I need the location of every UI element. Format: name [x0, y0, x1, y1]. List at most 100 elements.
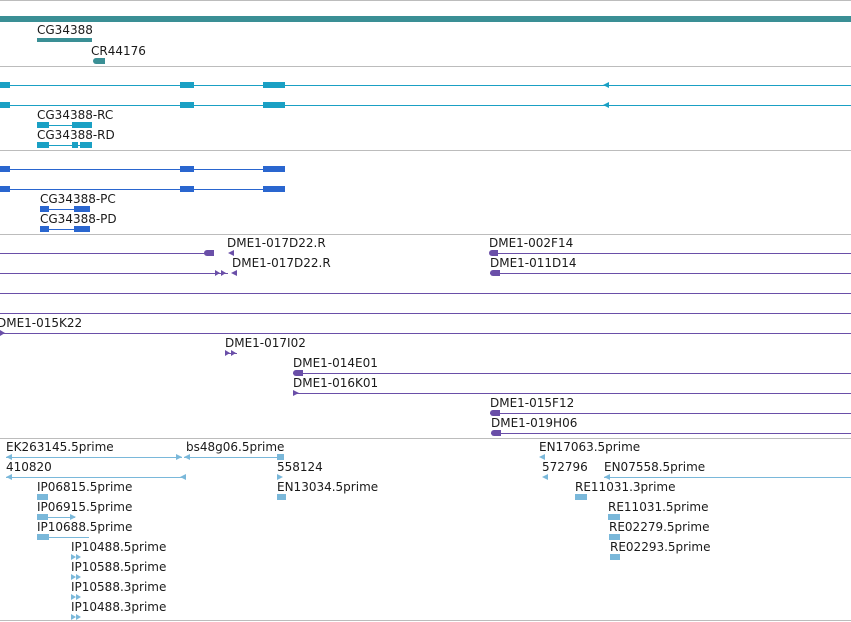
separator-clones: [0, 438, 851, 439]
clone-line: [490, 253, 851, 254]
transcript-RD-exon[interactable]: [72, 142, 78, 148]
exon: [0, 82, 10, 88]
arrow-right-icon: [176, 454, 182, 460]
transcript-RC-exon[interactable]: [72, 122, 92, 128]
protein-label-PD: CG34388-PD: [40, 212, 117, 226]
est-label: bs48g06.5prime: [186, 440, 285, 454]
exon: [180, 102, 194, 108]
transcript-RC-exon[interactable]: [37, 122, 49, 128]
est-line: [37, 537, 89, 538]
est-block: [37, 494, 48, 500]
est-label: IP10488.5prime: [71, 540, 167, 554]
clone-end: [204, 250, 214, 256]
clone-label: DME1-016K01: [293, 376, 379, 390]
est-line: [6, 457, 182, 458]
clone-line: [293, 373, 851, 374]
clone-label: DME1-017D22.R: [232, 256, 331, 270]
est-block: [37, 514, 48, 520]
est-label: RE02279.5prime: [609, 520, 710, 534]
est-label: IP10488.3prime: [71, 600, 167, 614]
transcript-label-RC: CG34388-RC: [37, 108, 114, 122]
arrow-right-icon: [0, 330, 5, 336]
transcript-RD-exon[interactable]: [80, 142, 92, 148]
est-label: RE02293.5prime: [610, 540, 711, 554]
est-label: IP10588.5prime: [71, 560, 167, 574]
est-line: [37, 517, 75, 518]
protein-PC-cds[interactable]: [40, 206, 49, 212]
clone-label: DME1-017D22.R: [227, 236, 326, 250]
clone-end: [489, 250, 498, 256]
clone-label: DME1-017I02: [225, 336, 306, 350]
est-label: RE11031.5prime: [608, 500, 709, 514]
arrow-right-icon: [70, 514, 76, 520]
est-label: IP10588.3prime: [71, 580, 167, 594]
arrow-right-icon: [71, 574, 76, 580]
est-block: [277, 454, 284, 460]
transcript-label-RD: CG34388-RD: [37, 128, 115, 142]
protein-PC-cds[interactable]: [74, 206, 90, 212]
arrow-right-icon: [76, 554, 81, 560]
clone-label: DME1-019H06: [491, 416, 578, 430]
clone-end: [491, 430, 501, 436]
est-line: [604, 477, 851, 478]
arrow-left-icon: [6, 474, 12, 480]
arrow-right-icon: [71, 554, 76, 560]
exon: [263, 102, 285, 108]
cds: [180, 166, 194, 172]
arrow-left-icon: [539, 454, 545, 460]
clone-end: [293, 370, 303, 376]
arrow-left-icon: [184, 454, 190, 460]
transcript-line-1: [0, 85, 851, 86]
transcript-line-2: [0, 105, 851, 106]
est-label: IP06915.5prime: [37, 500, 133, 514]
est-label: IP10688.5prime: [37, 520, 133, 534]
separator-proteins: [0, 234, 851, 235]
arrow-left-icon: [180, 474, 186, 480]
arrow-left-icon: [604, 474, 610, 480]
est-label: 558124: [277, 460, 323, 474]
transcript-RD-exon[interactable]: [37, 142, 49, 148]
arrow-left-icon: [231, 270, 237, 276]
est-label: EN07558.5prime: [604, 460, 706, 474]
cds: [263, 166, 285, 172]
protein-line-1: [0, 169, 285, 170]
est-label: EN17063.5prime: [539, 440, 641, 454]
est-block: [608, 514, 620, 520]
clone-label: DME1-015F12: [490, 396, 575, 410]
arrow-left-icon: [542, 474, 548, 480]
clone-line: [0, 293, 851, 294]
est-label: EN13034.5prime: [277, 480, 379, 494]
arrow-left-icon: [603, 82, 609, 88]
exon: [263, 82, 285, 88]
gene-CG34388[interactable]: [37, 38, 92, 42]
clone-line: [0, 333, 851, 334]
gene-label-CG34388: CG34388: [37, 23, 93, 37]
clone-line: [0, 253, 214, 254]
est-label: 410820: [6, 460, 52, 474]
separator-genes: [0, 66, 851, 67]
protein-label-PC: CG34388-PC: [40, 192, 116, 206]
arrow-right-icon: [76, 614, 81, 620]
arrow-right-icon: [76, 594, 81, 600]
arrow-right-icon: [71, 594, 76, 600]
clone-line: [293, 393, 851, 394]
arrow-right-icon: [293, 390, 299, 396]
clone-end: [490, 270, 500, 276]
gene-label-CR44176: CR44176: [91, 44, 146, 58]
est-label: IP06815.5prime: [37, 480, 133, 494]
est-line: [184, 457, 284, 458]
clone-label: DME1-002F14: [489, 236, 574, 250]
est-block: [37, 534, 49, 540]
protein-PD-cds[interactable]: [40, 226, 49, 232]
protein-PC-line: [40, 209, 90, 210]
arrow-left-icon: [603, 102, 609, 108]
gene-CR44176[interactable]: [93, 58, 105, 64]
est-block: [277, 494, 286, 500]
est-block: [575, 494, 587, 500]
est-label: RE11031.3prime: [575, 480, 676, 494]
clone-line: [0, 273, 228, 274]
cds: [263, 186, 285, 192]
arrow-left-icon: [6, 454, 12, 460]
protein-PD-cds[interactable]: [74, 226, 90, 232]
clone-line: [490, 273, 851, 274]
